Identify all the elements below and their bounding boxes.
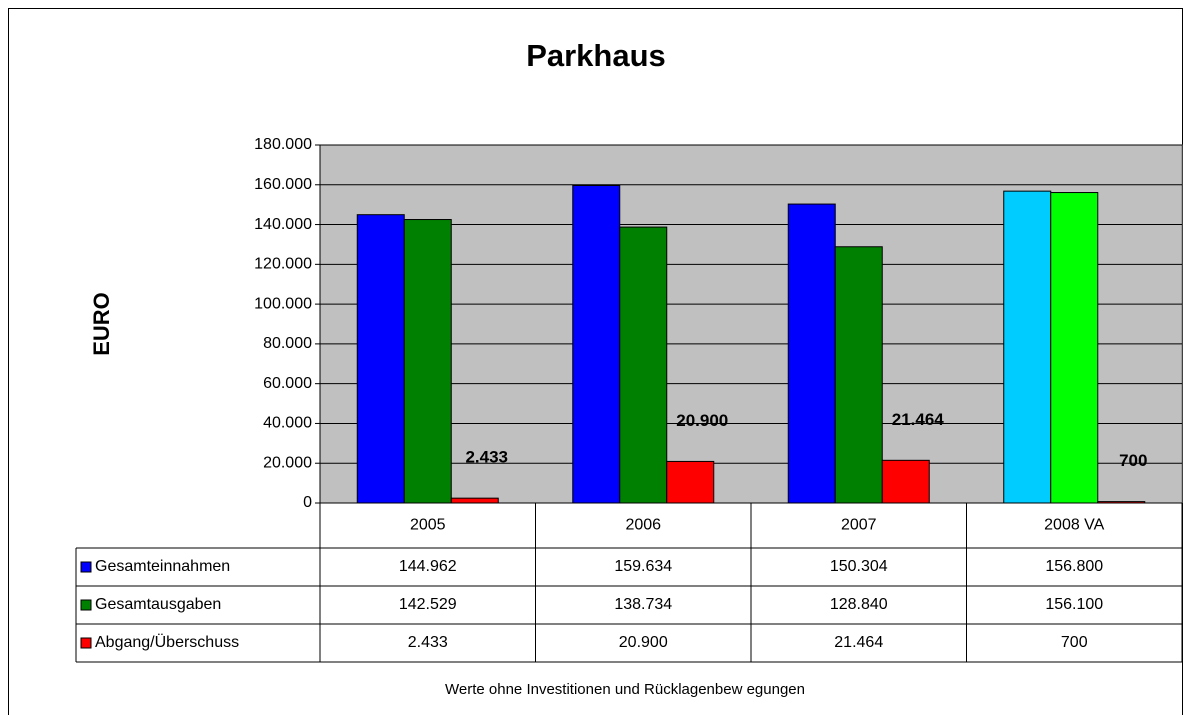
x-tick-label: 2007 [841, 517, 877, 534]
table-cell: 21.464 [834, 634, 883, 651]
y-tick-label: 0 [303, 494, 312, 511]
table-cell: 2.433 [408, 634, 448, 651]
legend-key [80, 637, 92, 649]
legend-label: Abgang/Überschuss [95, 633, 239, 651]
y-tick-label: 80.000 [263, 335, 312, 352]
legend-key [80, 599, 92, 611]
legend-label: Gesamtausgaben [95, 596, 221, 613]
y-tick-label: 60.000 [263, 375, 312, 392]
y-axis-label: EURO [89, 292, 114, 356]
y-tick-label: 100.000 [254, 295, 312, 312]
table-cell: 150.304 [830, 558, 888, 575]
y-tick-label: 40.000 [263, 415, 312, 432]
bar [356, 214, 405, 504]
y-tick-label: 160.000 [254, 176, 312, 193]
data-label: 21.464 [892, 410, 945, 429]
bar [881, 459, 930, 504]
bar [619, 226, 668, 504]
data-label: 2.433 [465, 448, 508, 467]
legend-label: Gesamteinnahmen [95, 558, 230, 575]
table-cell: 138.734 [614, 596, 672, 613]
table-cell: 156.800 [1045, 558, 1103, 575]
y-tick-label: 140.000 [254, 216, 312, 233]
y-tick-label: 20.000 [263, 454, 312, 471]
bar [1050, 192, 1099, 504]
data-label: 700 [1119, 451, 1147, 470]
y-tick-label: 120.000 [254, 256, 312, 273]
bar [1003, 190, 1052, 504]
legend-key [80, 561, 92, 573]
table-cell: 20.900 [619, 634, 668, 651]
y-tick-label: 180.000 [254, 136, 312, 153]
bar [666, 460, 715, 504]
x-tick-label: 2005 [410, 517, 446, 534]
x-tick-label: 2006 [625, 517, 661, 534]
chart-title: Parkhaus [526, 38, 666, 73]
table-cell: 159.634 [614, 558, 672, 575]
bar [450, 497, 499, 504]
footnote: Werte ohne Investitionen und Rücklagenbe… [445, 681, 805, 698]
bar [787, 203, 836, 504]
table-cell: 144.962 [399, 558, 457, 575]
bar [572, 185, 621, 504]
bar [403, 219, 452, 504]
table-cell: 156.100 [1045, 596, 1103, 613]
bar [834, 246, 883, 504]
table-cell: 142.529 [399, 596, 457, 613]
table-cell: 128.840 [830, 596, 888, 613]
x-tick-label: 2008 VA [1044, 517, 1105, 534]
data-label: 20.900 [676, 411, 728, 430]
table-cell: 700 [1061, 634, 1088, 651]
